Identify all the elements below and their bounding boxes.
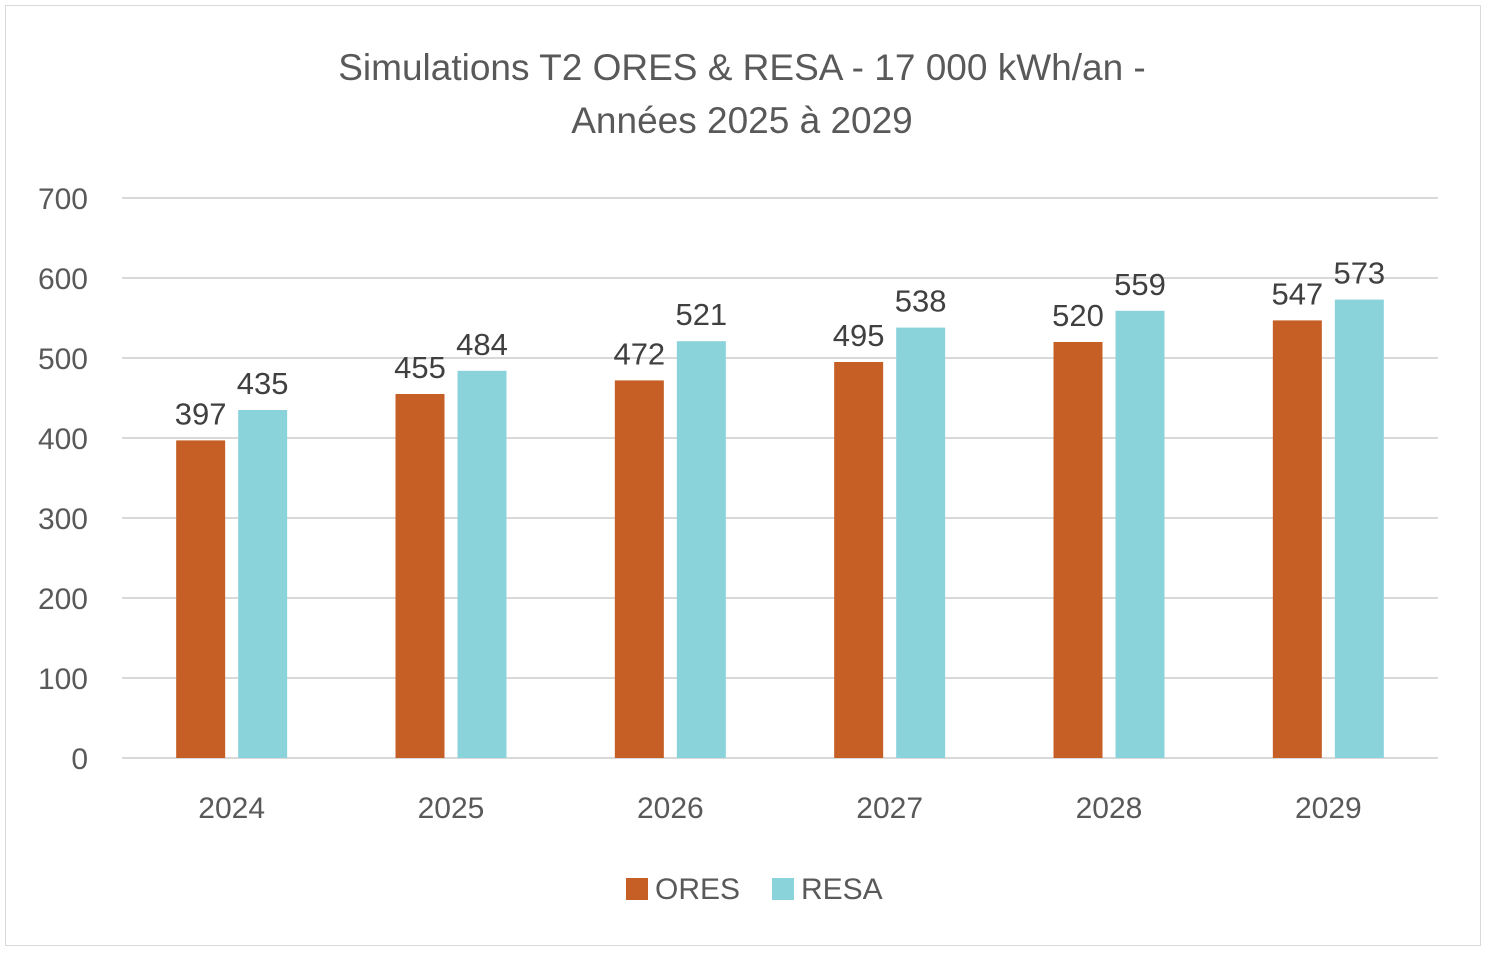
legend: ORES RESA xyxy=(626,873,883,906)
bar-resa-2026 xyxy=(676,341,726,758)
x-axis: 2024 2025 2026 2027 2028 2029 xyxy=(198,792,1361,825)
data-label-resa-2028: 559 xyxy=(1114,267,1166,302)
legend-label-ores: ORES xyxy=(655,873,740,906)
bar-resa-2028 xyxy=(1115,310,1165,758)
x-tick-label: 2026 xyxy=(637,792,704,825)
data-label-ores-2029: 547 xyxy=(1271,276,1323,311)
data-label-resa-2025: 484 xyxy=(456,327,508,362)
data-label-ores-2024: 397 xyxy=(175,396,227,431)
bar-ores-2028 xyxy=(1053,342,1103,758)
data-label-resa-2027: 538 xyxy=(895,284,947,319)
bar-resa-2027 xyxy=(896,327,946,758)
data-label-resa-2026: 521 xyxy=(675,297,727,332)
y-tick-label: 100 xyxy=(38,663,88,696)
data-labels: 397 435 455 484 472 521 495 538 520 559 547 573 xyxy=(175,256,1385,432)
bars xyxy=(176,299,1384,758)
data-label-resa-2024: 435 xyxy=(237,366,289,401)
y-axis: 0 100 200 300 400 500 600 700 xyxy=(38,183,88,776)
data-label-resa-2029: 573 xyxy=(1333,256,1385,291)
x-tick-label: 2025 xyxy=(418,792,485,825)
x-tick-label: 2029 xyxy=(1295,792,1362,825)
legend-swatch-resa xyxy=(772,878,794,900)
data-label-ores-2028: 520 xyxy=(1052,298,1104,333)
y-tick-label: 400 xyxy=(38,423,88,456)
chart-title: Simulations T2 ORES & RESA - 17 000 kWh/… xyxy=(338,47,1146,141)
y-tick-label: 200 xyxy=(38,583,88,616)
bar-ores-2026 xyxy=(614,380,664,758)
bar-ores-2024 xyxy=(176,440,226,758)
y-tick-label: 700 xyxy=(38,183,88,216)
legend-label-resa: RESA xyxy=(801,873,883,906)
bar-resa-2029 xyxy=(1334,299,1384,758)
bar-resa-2025 xyxy=(457,370,507,758)
y-tick-label: 500 xyxy=(38,343,88,376)
bar-resa-2024 xyxy=(238,410,288,758)
chart-title-line-2: Années 2025 à 2029 xyxy=(571,100,913,141)
bar-ores-2027 xyxy=(834,362,884,758)
y-tick-label: 0 xyxy=(71,743,88,776)
chart-title-line-1: Simulations T2 ORES & RESA - 17 000 kWh/… xyxy=(338,47,1146,88)
data-label-ores-2025: 455 xyxy=(394,350,446,385)
bar-ores-2029 xyxy=(1272,320,1322,758)
data-label-ores-2026: 472 xyxy=(613,336,665,371)
legend-swatch-ores xyxy=(626,878,648,900)
x-tick-label: 2024 xyxy=(198,792,265,825)
x-tick-label: 2027 xyxy=(856,792,923,825)
data-label-ores-2027: 495 xyxy=(833,318,885,353)
gridlines xyxy=(122,197,1438,759)
x-tick-label: 2028 xyxy=(1076,792,1143,825)
y-tick-label: 300 xyxy=(38,503,88,536)
bar-ores-2025 xyxy=(395,394,445,758)
y-tick-label: 600 xyxy=(38,263,88,296)
